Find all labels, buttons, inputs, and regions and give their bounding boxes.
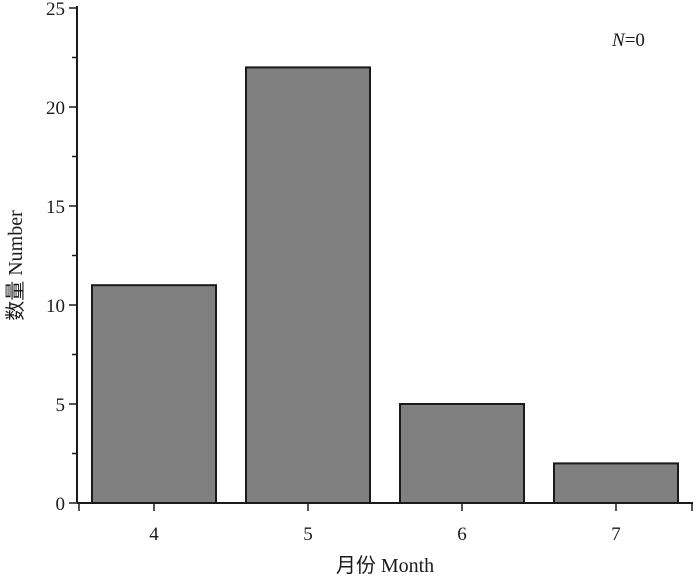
y-tick-label: 25 (46, 0, 65, 20)
bar-month-7 (553, 462, 679, 504)
x-tick-label: 7 (611, 524, 621, 545)
bar-month-6 (399, 403, 525, 504)
x-ticks-group: 4 5 6 7 (78, 503, 693, 545)
x-tick-label: 4 (149, 524, 159, 545)
bar-month-4 (91, 284, 217, 505)
x-tick-label: 6 (457, 524, 467, 545)
y-tick-label: 0 (56, 494, 66, 515)
axes-group (76, 6, 693, 504)
y-tick-label: 10 (46, 296, 65, 317)
sample-size-annotation: N=0 (611, 30, 645, 51)
y-axis-title: 数量 Number (4, 210, 27, 321)
x-axis-title: 月份 Month (336, 554, 434, 576)
y-tick-label: 5 (56, 395, 66, 416)
annotation-value: =0 (625, 30, 645, 51)
y-tick-label: 15 (46, 197, 65, 218)
annotation-italic-n: N (611, 30, 626, 51)
y-ticks-group: 0 5 10 15 20 25 (46, 0, 77, 515)
y-tick-label: 20 (46, 98, 65, 119)
x-tick-label: 5 (303, 524, 313, 545)
bar-month-5 (245, 66, 371, 505)
bars-group (91, 66, 679, 505)
